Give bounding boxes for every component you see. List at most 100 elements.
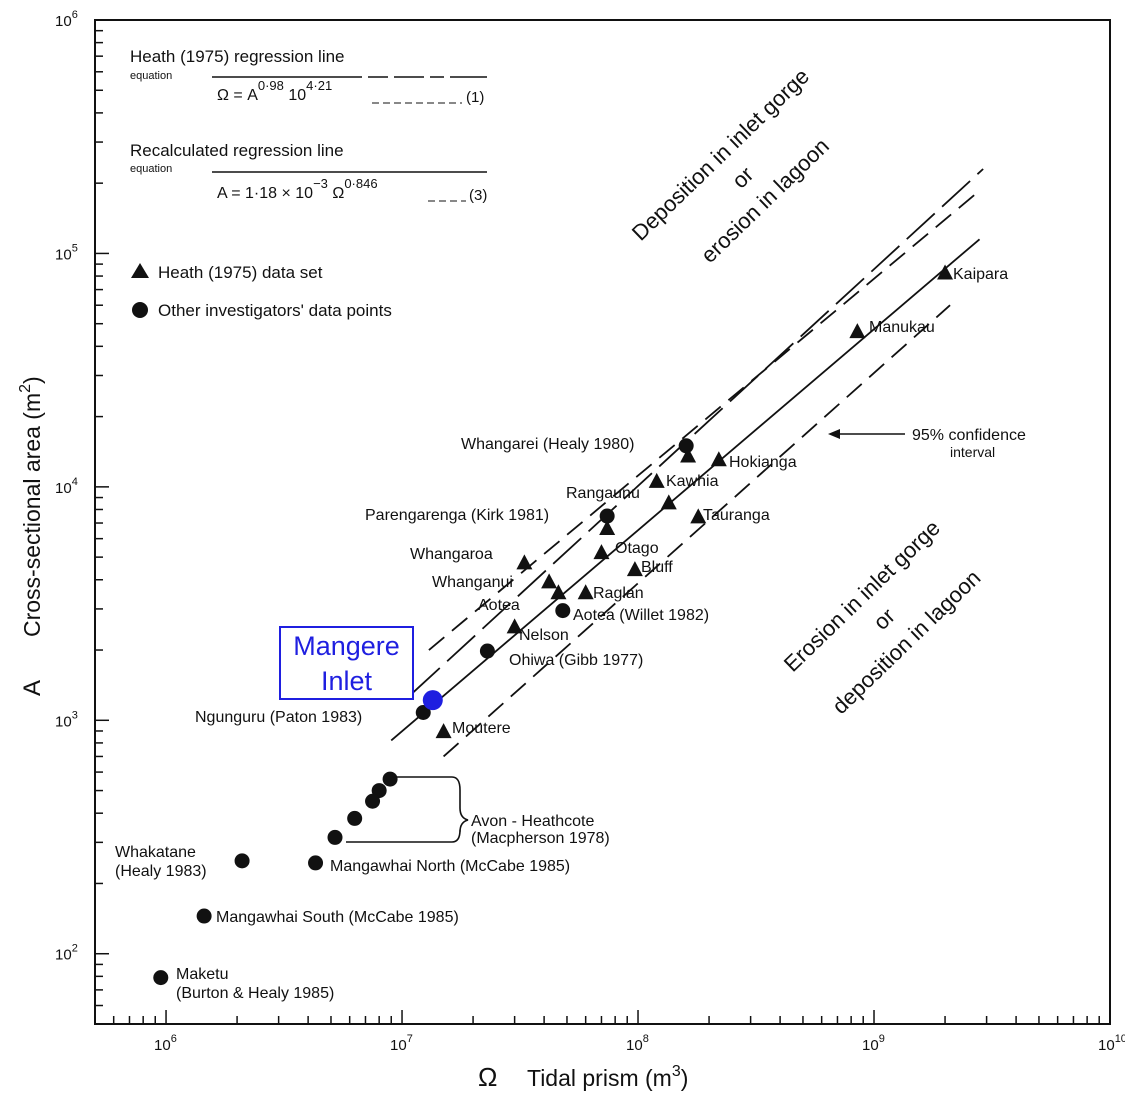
y-tick-label: 102 [55,943,78,964]
bracket-label-line1: Avon - Heathcote [471,813,594,830]
bracket-label-line2: (Macpherson 1978) [471,830,610,847]
y-tick-label: 106 [55,9,78,30]
heath-data-point [599,519,616,535]
other-data-point [153,970,169,986]
heath-equation-title: Heath (1975) regression line [130,47,345,66]
y-tick-label: 103 [55,709,78,730]
mangere-inlet-point [422,690,443,711]
y-tick-label: 104 [55,476,78,497]
legend-triangle-icon [131,263,149,278]
heath-data-point [937,264,954,280]
region-lower-line2: or [868,603,899,635]
recalc-equation-sub: equation [130,163,172,175]
recalc-equation-title: Recalculated regression line [130,141,344,160]
point-label: Whangarei (Healy 1980) [461,436,634,453]
point-label: Nelson [519,627,569,644]
heath-data-point [435,723,452,739]
point-label: Tauranga [703,507,770,524]
legend-item-other: Other investigators' data points [158,301,392,320]
heath-data-point [541,573,558,589]
point-label: Mangawhai North (McCabe 1985) [330,858,570,875]
y-tick-label: 105 [55,242,78,263]
recalc-regression-line [411,168,984,695]
region-upper-annotation: Deposition in inlet gorge or erosion in … [627,63,834,267]
y-axis-label: A Cross-sectional area (m2) [17,376,46,696]
legend-circle-icon [132,302,148,318]
mangere-inlet-callout: Mangere Inlet [279,626,414,700]
confidence-annotation: 95% confidence interval [828,427,1026,460]
legend: Heath (1975) data set Other investigator… [131,263,392,320]
mangere-label-line2: Inlet [320,666,373,696]
point-label: Whanganui [432,574,513,591]
x-tick-label: 106 [154,1033,177,1054]
other-data-point [308,855,324,871]
other-data-point [196,908,212,924]
heath-data-point [648,472,665,488]
point-label: Aotea (Willet 1982) [573,607,709,624]
other-data-point [555,603,571,619]
data-points [153,264,954,986]
x-axis-label: Ω Tidal prism (m3) [478,1062,688,1092]
region-upper-line1: Deposition in inlet gorge [627,63,814,245]
heath-equation-number: (1) [466,89,484,106]
x-tick-label: 107 [390,1033,413,1054]
point-label: Whangaroa [410,546,493,563]
plot-border [94,19,1111,1025]
heath-data-point [680,447,697,463]
bracket-shape [346,776,469,843]
heath-data-point [849,323,866,339]
y-axis-title: Cross-sectional area (m2) [17,376,45,637]
axis-ticks [94,19,1111,1025]
heath-data-point [577,584,594,600]
point-label: Aotea [478,597,520,614]
recalc-equation-number: (3) [469,187,487,204]
tick-labels: 106 107 108 109 1010 102 103 104 105 106 [55,9,1125,1054]
avon-bracket: Avon - Heathcote (Macpherson 1978) [346,776,610,847]
ci-lower-line [442,304,951,758]
equations-block: Heath (1975) regression line equation Ω … [130,47,487,204]
region-lower-annotation: Erosion in inlet gorge or deposition in … [779,515,986,719]
other-data-point [415,704,431,720]
other-data-point [347,810,363,826]
other-data-point [479,643,495,659]
point-label: Kawhia [666,473,719,490]
point-label: Manukau [869,319,935,336]
point-labels: Kaipara Manukau Hokianga Kawhia Tauranga Rang… [115,266,1008,1002]
heath-data-point [516,554,533,570]
other-data-point [234,853,250,869]
confidence-label-line2: interval [950,444,995,460]
heath-data-point [660,494,677,510]
point-label: Whakatane [115,844,196,861]
other-data-point [599,508,615,524]
confidence-arrow-icon [828,429,840,439]
other-data-point [327,829,343,845]
other-data-point [365,793,381,809]
point-label: Parengarenga (Kirk 1981) [365,507,549,524]
x-axis-symbol: Ω [478,1062,497,1092]
point-label: Kaipara [953,266,1008,283]
y-axis-symbol: A [19,680,46,696]
x-tick-label: 109 [862,1033,885,1054]
point-label: Maketu [176,966,228,983]
heath-data-point [626,561,643,577]
x-tick-label: 108 [626,1033,649,1054]
point-label: Ngunguru (Paton 1983) [195,709,362,726]
recalc-equation: A = 1·18 × 10−3 Ω0·846 [217,176,378,202]
point-label: (Burton & Healy 1985) [176,985,334,1002]
point-label: Hokianga [729,454,797,471]
heath-data-point [690,508,707,524]
point-label: Rangaunu [566,485,640,502]
x-axis-title: Tidal prism (m3) [527,1063,688,1091]
heath-data-point [710,451,727,467]
point-label: Ohiwa (Gibb 1977) [509,652,643,669]
x-tick-label: 1010 [1098,1033,1125,1054]
heath-data-point [593,544,610,560]
point-label: Raglan [593,585,644,602]
point-label: Otago [615,540,659,557]
heath-equation: Ω = A0·98 104·21 [217,78,332,104]
heath-data-point [506,618,523,634]
point-label: Mangawhai South (McCabe 1985) [216,909,459,926]
heath-data-point [550,584,567,600]
legend-item-heath: Heath (1975) data set [158,263,323,282]
